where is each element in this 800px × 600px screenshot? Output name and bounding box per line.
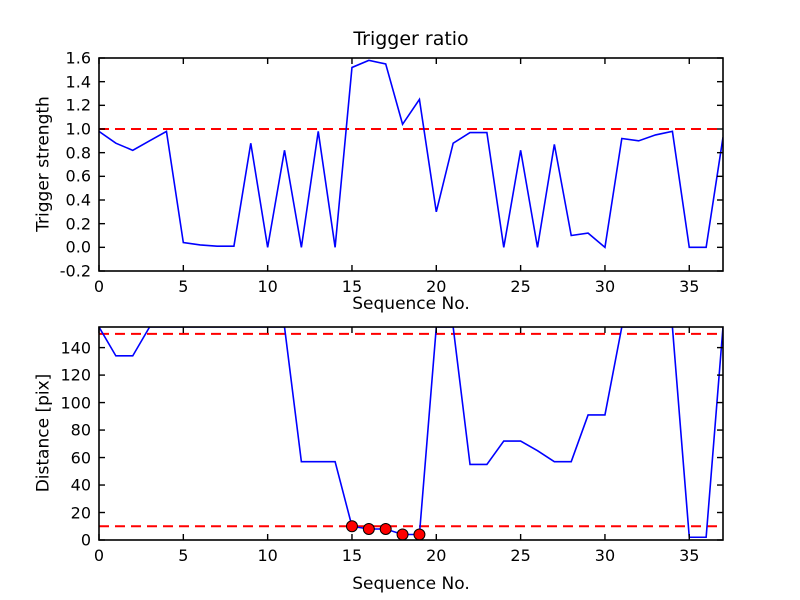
- bottom-plot-axes: Distance [pix] Sequence No. 0 5 10 15 20 25 30…: [33, 326, 724, 594]
- top-plot-xlabel: Sequence No.: [352, 294, 470, 314]
- bottom-plot-xlabel: Sequence No.: [352, 574, 470, 594]
- data-point-marker: [345, 520, 358, 533]
- xtick-label: 5: [178, 277, 189, 296]
- data-line: [99, 59, 723, 249]
- xtick-label: 10: [257, 546, 278, 565]
- top-plot-title: Trigger ratio: [353, 28, 469, 50]
- axes-frame: [98, 326, 724, 541]
- data-point-marker: [413, 528, 426, 540]
- ytick-label: -0.2: [59, 261, 91, 281]
- ytick-label: 80: [70, 420, 91, 440]
- ytick-label: 0.8: [65, 143, 91, 163]
- data-point-marker: [362, 523, 375, 536]
- xtick-label: 20: [426, 277, 447, 296]
- ytick-label: 20: [70, 503, 91, 523]
- data-point-marker: [379, 523, 392, 536]
- ytick-label: 140: [60, 338, 91, 358]
- axes-frame: [98, 57, 724, 272]
- ytick-label: 0.6: [65, 166, 91, 186]
- xtick-label: 30: [594, 546, 616, 565]
- ytick-label: 100: [60, 393, 91, 413]
- ytick-label: 1.4: [65, 72, 91, 92]
- xtick-label: 35: [679, 277, 700, 296]
- bottom-plot-canvas: [98, 326, 724, 541]
- xtick-label: 30: [594, 277, 616, 296]
- xtick-label: 5: [178, 546, 189, 565]
- top-plot-canvas: [98, 57, 724, 272]
- ytick-label: 1.0: [65, 119, 91, 139]
- xtick-label: 35: [679, 546, 700, 565]
- ytick-label: 60: [70, 448, 91, 468]
- xtick-label: 15: [341, 277, 363, 296]
- xtick-label: 0: [93, 546, 105, 565]
- xtick-label: 25: [510, 546, 531, 565]
- xtick-label: 25: [510, 277, 531, 296]
- xtick-label: 20: [426, 546, 447, 565]
- xtick-label: 15: [341, 546, 363, 565]
- ytick-label: 0.0: [65, 237, 91, 257]
- data-point-marker: [396, 528, 409, 540]
- ytick-label: 0.4: [65, 190, 91, 210]
- xtick-label: 0: [93, 277, 105, 296]
- ytick-label: 0.2: [65, 214, 91, 234]
- ytick-label: 40: [70, 475, 91, 495]
- ytick-label: 120: [60, 365, 91, 385]
- ytick-label: 1.6: [65, 48, 91, 68]
- data-line: [99, 327, 723, 539]
- top-plot-axes: Trigger ratio Trigger strength Sequence …: [33, 28, 724, 314]
- ytick-label: 0: [80, 530, 91, 550]
- xtick-label: 10: [257, 277, 278, 296]
- ytick-label: 1.2: [65, 95, 91, 115]
